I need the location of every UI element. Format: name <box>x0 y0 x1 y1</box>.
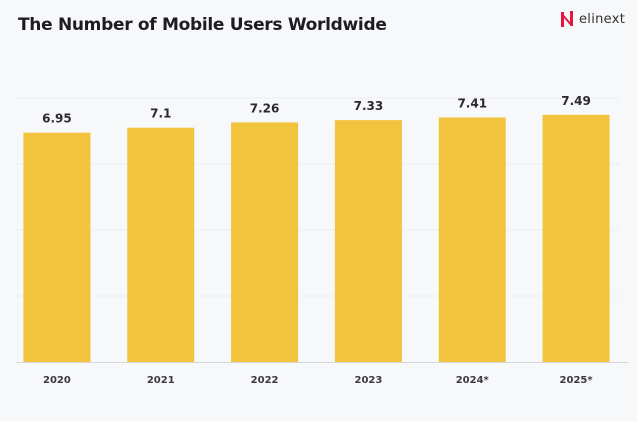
bar-2022 <box>231 122 299 362</box>
x-tick-label: 2020 <box>43 375 71 386</box>
chart-title: The Number of Mobile Users Worldwide <box>18 15 387 35</box>
bar-2023 <box>334 120 402 362</box>
x-tick-label: 2023 <box>354 375 382 386</box>
bar-2024* <box>438 117 506 362</box>
data-label: 7.1 <box>150 107 171 121</box>
elinext-logo-icon <box>561 11 573 27</box>
x-tick-label: 2021 <box>147 375 175 386</box>
bar-2020 <box>23 132 91 362</box>
x-tick-label: 2024* <box>456 375 490 386</box>
x-tick-label: 2025* <box>560 375 594 386</box>
bar-2025* <box>542 114 610 362</box>
data-label: 7.49 <box>561 94 591 108</box>
x-tick-label: 2022 <box>251 375 279 386</box>
data-label: 6.95 <box>42 112 72 126</box>
elinext-logo: elinext <box>560 9 625 29</box>
bar-2021 <box>127 127 195 362</box>
data-label: 7.41 <box>457 96 487 110</box>
logo-text: elinext <box>579 11 626 27</box>
data-label: 7.26 <box>250 101 280 115</box>
data-label: 7.33 <box>354 99 384 113</box>
